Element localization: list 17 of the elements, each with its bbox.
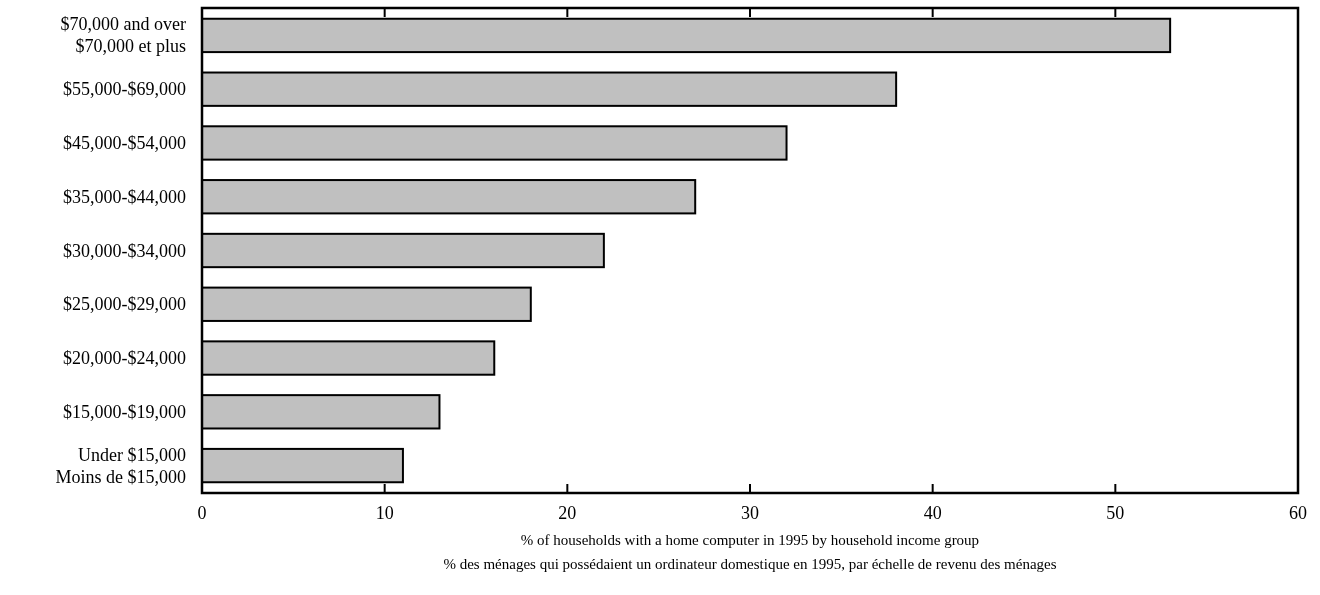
x-tick-label: 10 (375, 503, 394, 523)
y-tick-label: Under $15,000 Moins de $15,000 (55, 444, 186, 487)
x-tick-label: 0 (197, 503, 207, 523)
y-tick-label: $30,000-$34,000 (63, 240, 186, 261)
y-tick-label: $15,000-$19,000 (63, 401, 186, 422)
y-tick-label: $70,000 and over $70,000 et plus (60, 14, 186, 57)
y-tick-label: $45,000-$54,000 (63, 132, 186, 153)
x-tick-label: 20 (558, 503, 577, 523)
x-tick-label: 40 (923, 503, 942, 523)
y-tick-label: $20,000-$24,000 (63, 348, 186, 369)
x-axis-title: % of households with a home computer in 1995 by household income group % des ménages qui possédaient un ordinateur domestique en 1995, par échelle de revenu des ménages (443, 532, 1057, 572)
x-tick-label: 60 (1289, 503, 1307, 523)
y-tick-label: $55,000-$69,000 (63, 79, 186, 100)
y-tick-label: $25,000-$29,000 (63, 294, 186, 315)
x-tick-label: 50 (1106, 503, 1125, 523)
x-tick-label: 30 (741, 503, 759, 523)
y-tick-label: $35,000-$44,000 (63, 186, 186, 207)
